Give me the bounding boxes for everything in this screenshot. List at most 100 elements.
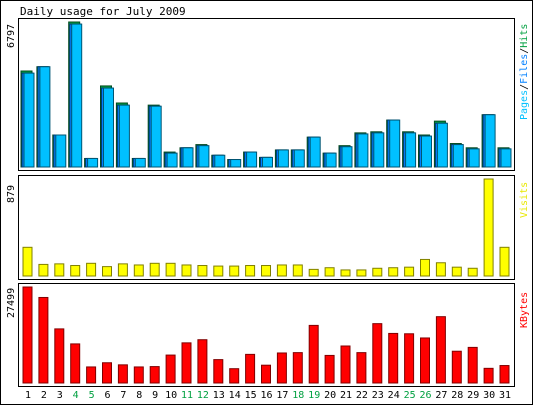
bar-pages-day-11 bbox=[182, 147, 194, 168]
bar-kbytes-day-4 bbox=[70, 343, 81, 384]
bar-visits-day-5 bbox=[86, 262, 97, 277]
bar-pages-day-20 bbox=[325, 152, 337, 168]
legend-sep-1: / bbox=[519, 84, 530, 90]
x-tick-label-day-1: 1 bbox=[25, 390, 31, 401]
bar-pages-day-4 bbox=[71, 23, 83, 168]
bar-pages-day-6 bbox=[103, 87, 114, 168]
x-tick-label-day-23: 23 bbox=[372, 390, 384, 401]
bar-visits-day-7 bbox=[117, 263, 128, 277]
bar-kbytes-day-27 bbox=[435, 316, 446, 384]
bar-kbytes-day-30 bbox=[483, 367, 494, 384]
bar-pages-day-3 bbox=[55, 134, 67, 168]
bar-pages-day-9 bbox=[150, 105, 162, 168]
bar-kbytes-day-10 bbox=[165, 354, 176, 384]
x-tick-label-day-19: 19 bbox=[308, 390, 320, 401]
bar-kbytes-day-17 bbox=[276, 352, 287, 384]
bar-pages-day-8 bbox=[134, 157, 146, 168]
visits-ymax-label: 879 bbox=[6, 185, 17, 203]
x-tick-label-day-31: 31 bbox=[499, 390, 511, 401]
bar-pages-day-16 bbox=[262, 156, 273, 168]
x-tick-label-day-25: 25 bbox=[404, 390, 416, 401]
bar-kbytes-day-9 bbox=[149, 366, 160, 384]
bar-kbytes-day-26 bbox=[420, 337, 430, 384]
bar-kbytes-day-20 bbox=[324, 354, 335, 384]
bar-visits-day-21 bbox=[340, 269, 351, 277]
bar-visits-day-3 bbox=[54, 263, 65, 277]
bar-visits-day-13 bbox=[213, 265, 224, 277]
legend-pages: Pages bbox=[519, 90, 530, 120]
bar-visits-day-29 bbox=[467, 267, 478, 277]
bar-visits-day-16 bbox=[261, 265, 271, 277]
kbytes-ymax-label: 27499 bbox=[6, 288, 17, 318]
bar-pages-day-7 bbox=[118, 104, 130, 168]
x-tick-label-day-2: 2 bbox=[41, 390, 47, 401]
bar-kbytes-day-7 bbox=[117, 364, 128, 384]
bar-kbytes-day-21 bbox=[340, 345, 351, 384]
bar-kbytes-day-28 bbox=[451, 350, 462, 384]
x-tick-label-day-6: 6 bbox=[104, 390, 110, 401]
bar-kbytes-day-8 bbox=[133, 366, 144, 384]
bar-kbytes-day-25 bbox=[404, 333, 415, 384]
bar-kbytes-day-24 bbox=[388, 332, 399, 384]
x-tick-label-day-16: 16 bbox=[260, 390, 272, 401]
x-tick-label-day-29: 29 bbox=[467, 390, 479, 401]
bar-pages-day-22 bbox=[357, 133, 369, 168]
bar-kbytes-day-14 bbox=[229, 368, 240, 384]
legend-sep-2: / bbox=[519, 48, 530, 54]
x-tick-label-day-13: 13 bbox=[213, 390, 225, 401]
x-tick-label-day-24: 24 bbox=[388, 390, 400, 401]
bar-pages-day-15 bbox=[246, 151, 258, 168]
x-tick-label-day-11: 11 bbox=[181, 390, 193, 401]
bar-kbytes-day-18 bbox=[292, 352, 303, 384]
x-tick-label-day-26: 26 bbox=[419, 390, 431, 401]
bar-pages-day-14 bbox=[230, 159, 242, 168]
x-tick-label-day-3: 3 bbox=[57, 390, 63, 401]
bar-visits-day-27 bbox=[435, 262, 446, 277]
bar-visits-day-19 bbox=[308, 268, 319, 277]
bar-pages-day-27 bbox=[436, 122, 448, 168]
legend-files: Files bbox=[519, 54, 530, 84]
bar-kbytes-day-13 bbox=[213, 359, 224, 384]
x-tick-label-day-27: 27 bbox=[435, 390, 447, 401]
x-tick-label-day-10: 10 bbox=[165, 390, 177, 401]
legend-hits: Hits bbox=[519, 24, 530, 48]
bar-pages-day-25 bbox=[405, 132, 417, 168]
x-tick-label-day-18: 18 bbox=[292, 390, 304, 401]
x-tick-label-day-30: 30 bbox=[483, 390, 495, 401]
chart-title: Daily usage for July 2009 bbox=[20, 5, 186, 18]
bar-visits-day-20 bbox=[324, 267, 335, 277]
bar-pages-day-24 bbox=[389, 119, 401, 168]
bar-kbytes-day-15 bbox=[245, 353, 256, 384]
bar-visits-day-14 bbox=[229, 265, 240, 277]
bar-visits-day-18 bbox=[292, 264, 303, 277]
bar-visits-day-17 bbox=[276, 264, 287, 277]
hits-legend: Pages/Files/Hits bbox=[519, 24, 530, 120]
bar-visits-day-22 bbox=[356, 269, 367, 277]
bar-visits-day-11 bbox=[181, 264, 192, 277]
bar-visits-day-28 bbox=[451, 266, 462, 277]
x-tick-label-day-17: 17 bbox=[276, 390, 288, 401]
bar-kbytes-day-3 bbox=[54, 328, 65, 384]
bar-pages-day-28 bbox=[452, 144, 464, 168]
kbytes-legend: KBytes bbox=[519, 292, 530, 328]
bar-visits-day-23 bbox=[372, 267, 383, 277]
bar-pages-day-30 bbox=[484, 114, 496, 168]
bar-kbytes-day-1 bbox=[22, 286, 33, 384]
bar-pages-day-1 bbox=[23, 72, 35, 168]
bar-pages-day-10 bbox=[166, 152, 178, 168]
bar-visits-day-1 bbox=[22, 246, 33, 277]
bar-visits-day-2 bbox=[38, 263, 49, 277]
bar-pages-day-5 bbox=[87, 157, 99, 168]
x-tick-label-day-14: 14 bbox=[229, 390, 241, 401]
bar-kbytes-day-31 bbox=[499, 365, 510, 384]
bar-pages-day-2 bbox=[39, 66, 51, 168]
bar-kbytes-day-11 bbox=[181, 342, 192, 384]
bar-visits-day-6 bbox=[102, 266, 112, 277]
x-tick-label-day-8: 8 bbox=[136, 390, 142, 401]
bar-visits-day-10 bbox=[165, 262, 176, 277]
bar-pages-day-26 bbox=[421, 135, 432, 168]
bar-visits-day-30 bbox=[483, 178, 494, 277]
bar-pages-day-31 bbox=[500, 148, 512, 168]
bar-visits-day-26 bbox=[420, 258, 430, 277]
bar-kbytes-day-23 bbox=[372, 323, 383, 384]
